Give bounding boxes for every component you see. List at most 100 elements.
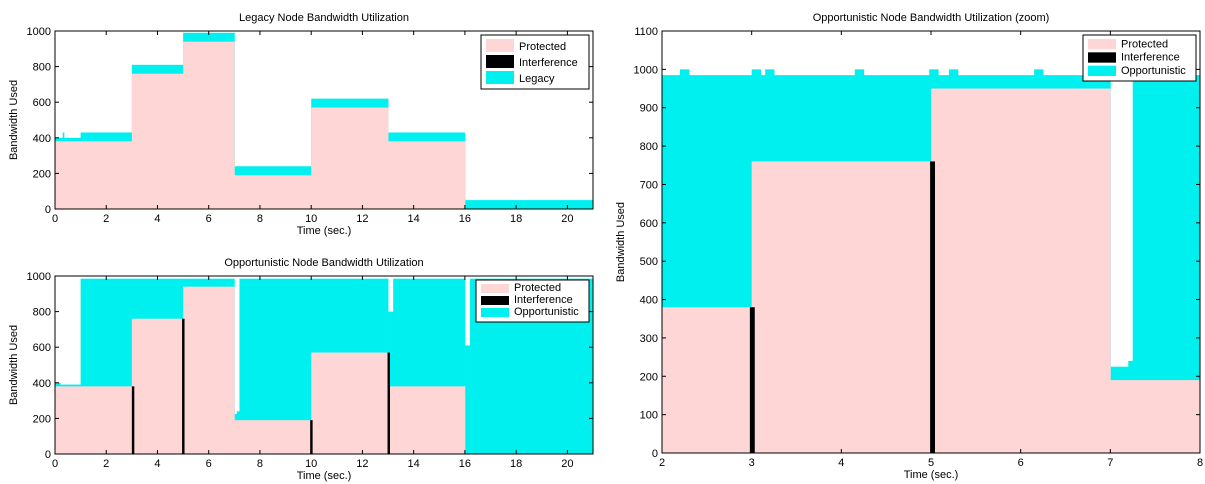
x-tick-label: 6 [206,213,212,225]
legend-label-legacy: Legacy [519,73,555,85]
chart-2: 0 2 4 6 8 10 12 14 16 18 2002004006008001000Opport… [8,257,594,482]
x-tick-label: 2 [103,458,109,470]
interference-segment [182,318,185,454]
legend-label-opportunistic: Opportunistic [1121,65,1186,77]
legend-swatch-opportunistic [481,308,509,317]
protected-segment [80,141,133,209]
y-tick-label: 1000 [634,64,658,76]
y-tick-label: 1000 [27,26,51,38]
legacy-segment [464,200,593,209]
x-tick-label: 0 [52,458,58,470]
x-tick-label: 16 [459,213,471,225]
x-tick-label: 3 [749,457,755,469]
legend: Protected Interference Legacy [480,34,590,90]
y-tick-label: 400 [33,133,51,145]
y-tick-label: 300 [640,333,658,345]
legend-swatch-interference [486,55,514,68]
interference-segment [310,420,313,454]
chart-title: Opportunistic Node Bandwidth Utilization [224,257,423,269]
x-axis-label: Time (sec.) [297,225,352,237]
protected-segment [55,386,133,454]
protected-segment [131,73,184,209]
legend-label-interference: Interference [519,57,578,69]
protected-segment [234,420,312,454]
x-tick-label: 18 [510,458,522,470]
x-tick-label: 0 [52,213,58,225]
x-tick-label: 2 [659,457,665,469]
x-axis-label: Time (sec.) [904,469,959,481]
y-axis-label: Bandwidth Used [8,80,20,160]
protected-segment [311,352,389,454]
legend-swatch-opportunistic [1088,65,1116,76]
legend-swatch-legacy [486,71,514,84]
y-tick-label: 400 [640,295,658,307]
y-tick-label: 800 [33,62,51,74]
legend-swatch-protected [481,284,509,293]
y-axis-label: Bandwidth Used [8,325,20,405]
protected-segment [131,318,184,454]
y-tick-label: 200 [33,413,51,425]
series-protected [55,41,466,209]
y-tick-label: 600 [33,97,51,109]
chart-title: Opportunistic Node Bandwidth Utilization… [813,12,1050,24]
chart-3: 2 3 4 5 6 7 8 0 100 200 300 400 500 600 700 800 900 1000 1… [615,12,1203,481]
y-tick-label: 500 [640,256,658,268]
x-tick-label: 6 [206,458,212,470]
protected-segment [388,141,466,209]
x-tick-label: 12 [356,213,368,225]
x-tick-label: 8 [257,458,263,470]
legend-label-protected: Protected [1121,38,1168,50]
chart-1: 0 2 4 6 8 10 12 14 16 18 2002004006008001000Legacy… [8,12,594,237]
x-tick-label: 4 [154,458,160,470]
series-protected [662,88,1200,453]
x-tick-label: 4 [154,213,160,225]
x-axis-label: Time (sec.) [297,470,352,482]
series-interference [131,318,390,454]
protected-segment [55,141,82,209]
x-tick-label: 16 [459,458,471,470]
protected-segment [751,161,932,453]
x-tick-label: 8 [257,213,263,225]
y-tick-label: 900 [640,103,658,115]
x-tick-label: 4 [838,457,844,469]
plot-marks [55,278,593,454]
protected-segment [183,286,235,454]
x-tick-label: 14 [408,458,420,470]
x-tick-label: 14 [408,213,420,225]
legend-label-protected: Protected [514,282,561,294]
protected-segment [234,175,312,209]
interference-segment [930,161,935,453]
x-tick-label: 8 [1197,457,1203,469]
plot-marks [55,32,593,209]
x-tick-label: 20 [561,458,573,470]
x-tick-label: 12 [356,458,368,470]
opportunistic-segment [388,311,394,454]
y-tick-label: 1100 [634,26,658,38]
protected-segment [931,88,1111,453]
x-tick-label: 5 [928,457,934,469]
y-tick-label: 800 [640,141,658,153]
y-axis-label: Bandwidth Used [615,202,627,282]
protected-segment [1110,380,1200,453]
protected-segment [388,386,466,454]
protected-segment [662,307,753,453]
opportunistic-segment [679,69,690,453]
opportunistic-segment [464,345,471,454]
y-tick-label: 400 [33,378,51,390]
y-tick-label: 100 [640,410,658,422]
axes-frame [54,30,594,210]
series-protected [55,286,466,454]
y-tick-label: 0 [45,204,51,216]
legend-label-protected: Protected [519,41,566,53]
y-tick-label: 700 [640,179,658,191]
x-tick-label: 6 [1018,457,1024,469]
plot-marks [662,69,1200,453]
x-tick-label: 2 [103,213,109,225]
y-tick-label: 0 [652,448,658,460]
chart-title: Legacy Node Bandwidth Utilization [239,12,409,24]
x-tick-label: 18 [510,213,522,225]
legend-label-interference: Interference [514,294,573,306]
